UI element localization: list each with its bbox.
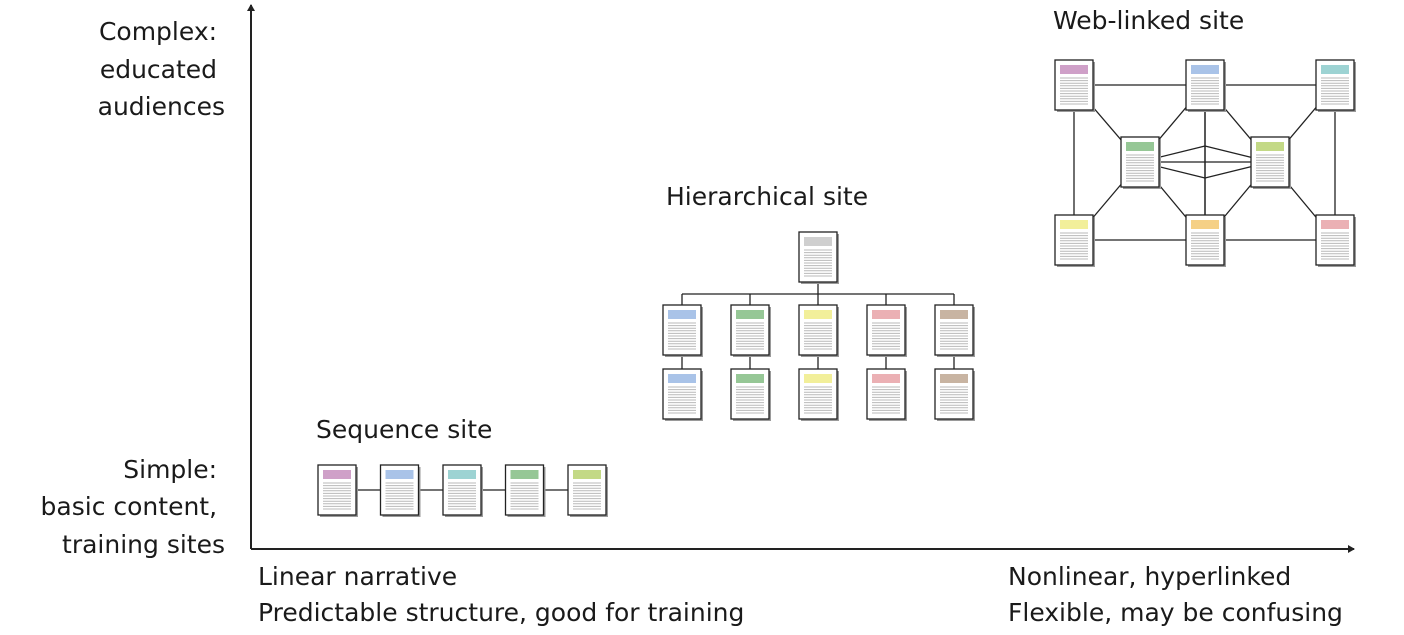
page-header-color [668, 374, 696, 383]
page-header-color [323, 470, 351, 479]
hierarchy-child-page [730, 304, 771, 357]
page-header-color [736, 374, 764, 383]
page-header-color [1321, 220, 1349, 229]
page-header-color [804, 374, 832, 383]
sequence-page [567, 464, 608, 517]
y-axis-top-label: Complex: educated audiences [98, 17, 225, 121]
hierarchy-root-page [798, 231, 839, 284]
hierarchy-child-page [866, 368, 907, 421]
sequence-page [317, 464, 358, 517]
sequence-site-diagram [317, 464, 608, 517]
page-header-color [573, 470, 601, 479]
sequence-page [379, 464, 421, 517]
x-axis-right-label: Nonlinear, hyperlinked Flexible, may be … [1008, 562, 1343, 627]
y-axis-bottom-label: Simple: basic content, training sites [41, 455, 225, 559]
page-header-color [1191, 65, 1219, 74]
x-right-line-1: Nonlinear, hyperlinked [1008, 562, 1291, 591]
web-page [1185, 59, 1226, 112]
page-header-color [1126, 142, 1154, 151]
page-header-color [804, 237, 832, 246]
page-header-color [1060, 65, 1088, 74]
web-page [1054, 59, 1095, 112]
page-header-color [872, 310, 900, 319]
x-right-line-2: Flexible, may be confusing [1008, 598, 1343, 627]
y-top-line-3: audiences [98, 92, 225, 121]
y-top-line-2: educated [100, 55, 217, 84]
hierarchy-child-page [662, 304, 703, 357]
hierarchy-child-page [934, 368, 975, 421]
hierarchical-site-title: Hierarchical site [666, 182, 868, 211]
web-linked-site-title: Web-linked site [1053, 6, 1244, 35]
web-page [1315, 59, 1356, 112]
page-header-color [668, 310, 696, 319]
x-axis-left-label: Linear narrative Predictable structure, … [258, 562, 744, 627]
sequence-page [504, 464, 546, 517]
web-page [1315, 214, 1356, 267]
page-header-color [872, 374, 900, 383]
hierarchy-child-page [934, 304, 975, 357]
page-header-color [1191, 220, 1219, 229]
web-page [1054, 214, 1095, 267]
web-page [1120, 136, 1161, 189]
page-header-color [1060, 220, 1088, 229]
page-header-color [1256, 142, 1284, 151]
page-header-color [1321, 65, 1349, 74]
hierarchical-site-diagram [662, 231, 975, 421]
sequence-page [442, 464, 483, 517]
y-bottom-line-1: Simple: [123, 455, 217, 484]
web-linked-site-diagram [1054, 59, 1356, 267]
page-header-color [736, 310, 764, 319]
hierarchy-child-page [662, 368, 703, 421]
hierarchy-child-page [730, 368, 771, 421]
web-page [1250, 136, 1291, 189]
hierarchy-child-page [798, 368, 839, 421]
page-header-color [448, 470, 476, 479]
x-left-line-2: Predictable structure, good for training [258, 598, 744, 627]
sequence-site-title: Sequence site [316, 415, 492, 444]
web-page [1185, 214, 1226, 267]
page-header-color [940, 310, 968, 319]
page-header-color [940, 374, 968, 383]
page-header-color [510, 470, 539, 479]
y-bottom-line-3: training sites [62, 530, 225, 559]
x-left-line-1: Linear narrative [258, 562, 457, 591]
hierarchy-child-page [798, 304, 839, 357]
y-top-line-1: Complex: [99, 17, 217, 46]
hierarchy-child-page [866, 304, 907, 357]
y-bottom-line-2: basic content, [41, 492, 218, 521]
page-header-color [804, 310, 832, 319]
page-header-color [385, 470, 414, 479]
